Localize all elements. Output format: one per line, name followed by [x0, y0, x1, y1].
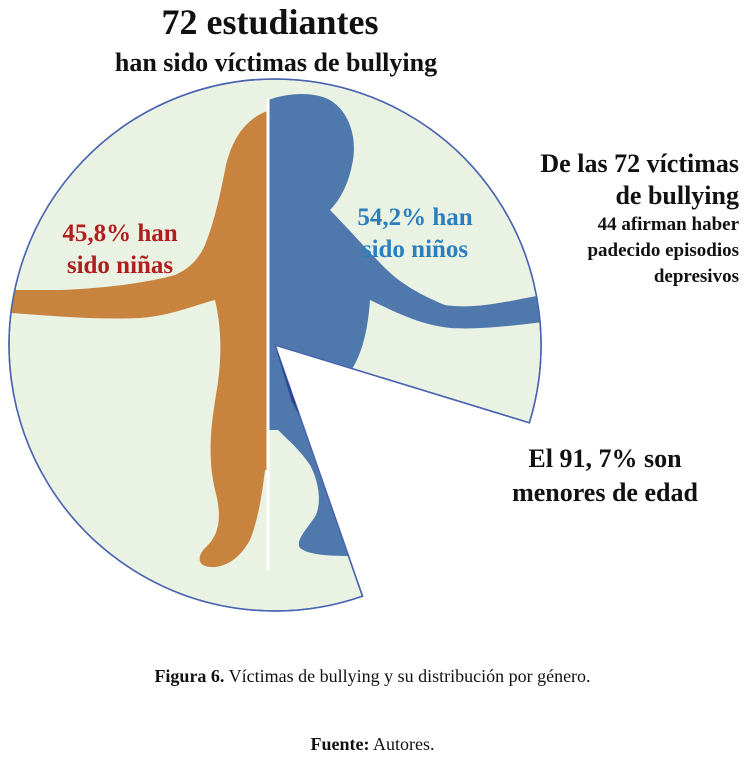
- chart-subtitle: han sido víctimas de bullying: [114, 48, 438, 77]
- figure-caption: Figura 6. Víctimas de bullying y su dist…: [0, 665, 745, 687]
- victims-detail-line1: 44 afirman haber: [597, 214, 739, 235]
- victims-detail-line2: padecido episodios: [587, 240, 739, 261]
- victims-detail-line3: depresivos: [653, 266, 739, 287]
- victims-annotation: De las 72 víctimas de bullying 44 afirma…: [479, 148, 739, 290]
- source-text: Autores.: [369, 734, 435, 754]
- girls-percentage-label: 45,8% han sido niñas: [30, 218, 210, 282]
- victims-line2: de bullying: [615, 181, 739, 210]
- chart-title: 72 estudiantes: [161, 2, 379, 42]
- source-label: Fuente:: [310, 734, 370, 754]
- minors-annotation: El 91, 7% son menores de edad: [470, 442, 740, 510]
- girls-label-line2: sido niñas: [66, 252, 174, 279]
- boys-label-line2: sido niños: [361, 236, 469, 263]
- girls-label-line1: 45,8% han: [62, 220, 178, 247]
- boys-label-line1: 54,2% han: [357, 204, 473, 231]
- wedge-shadow: [275, 345, 300, 416]
- figure-source: Fuente: Autores.: [0, 733, 745, 755]
- caption-text: Víctimas de bullying y su distribución p…: [224, 666, 591, 686]
- minors-line1: El 91, 7% son: [528, 444, 682, 473]
- pie-outline: [8, 78, 542, 612]
- girl-silhouette: [9, 110, 270, 568]
- boys-percentage-label: 54,2% han sido niños: [330, 202, 500, 266]
- caption-label: Figura 6.: [154, 666, 225, 686]
- victims-line1: De las 72 víctimas: [540, 149, 739, 178]
- minors-line2: menores de edad: [512, 478, 698, 507]
